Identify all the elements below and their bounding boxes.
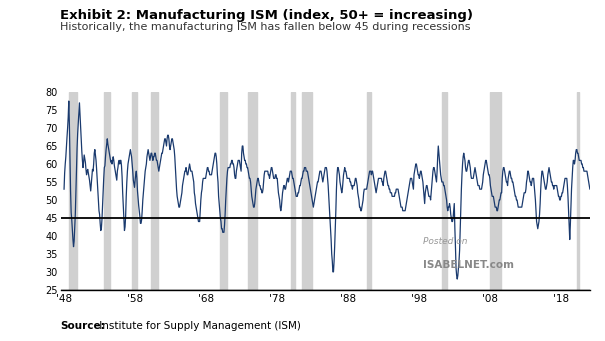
Bar xyxy=(577,92,579,290)
Bar xyxy=(151,92,158,290)
Bar xyxy=(367,92,371,290)
Bar xyxy=(70,92,77,290)
Text: Historically, the manufacturing ISM has fallen below 45 during recessions: Historically, the manufacturing ISM has … xyxy=(60,22,471,32)
Bar xyxy=(220,92,227,290)
Bar xyxy=(442,92,447,290)
Bar xyxy=(490,92,501,290)
Bar xyxy=(248,92,257,290)
Bar xyxy=(132,92,137,290)
Bar xyxy=(302,92,312,290)
Text: Posted on: Posted on xyxy=(423,237,468,246)
Text: Exhibit 2: Manufacturing ISM (index, 50+ = increasing): Exhibit 2: Manufacturing ISM (index, 50+… xyxy=(60,9,474,21)
Text: Institute for Supply Management (ISM): Institute for Supply Management (ISM) xyxy=(96,322,301,331)
Text: Source:: Source: xyxy=(60,322,105,331)
Bar xyxy=(292,92,295,290)
Text: ISABELNET.com: ISABELNET.com xyxy=(423,260,514,270)
Bar xyxy=(103,92,110,290)
